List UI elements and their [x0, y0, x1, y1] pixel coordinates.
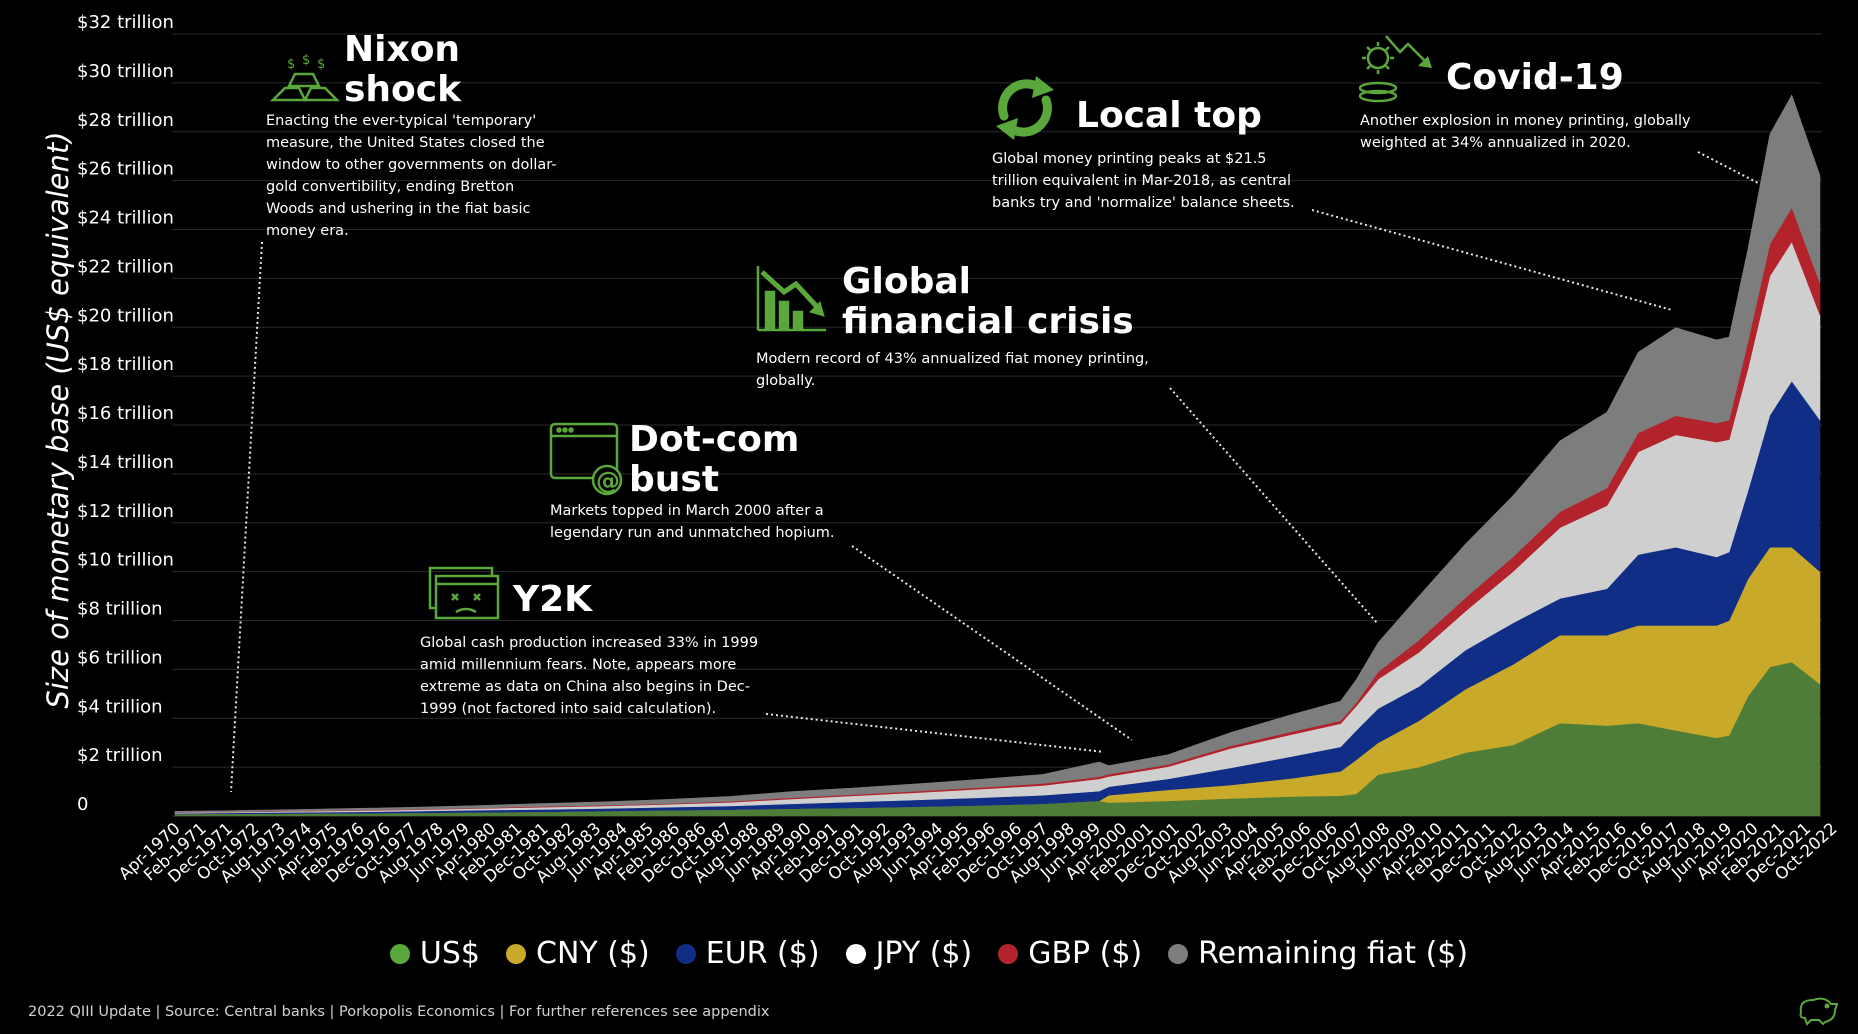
leader-line	[851, 545, 1133, 741]
annotation-dotcom-title: Dot-com bust	[629, 420, 799, 500]
annotation-gfc: Modern record of 43% annualized fiat mon…	[756, 342, 1176, 392]
y-tick-label: $26 trillion	[77, 159, 174, 180]
y-tick-label: $12 trillion	[77, 501, 174, 522]
annotation-gfc-title: Global financial crisis	[842, 262, 1134, 342]
gold-bars-icon: $ $ $	[269, 53, 341, 102]
y-tick-label: $28 trillion	[77, 110, 174, 131]
legend-item: EUR ($)	[675, 936, 820, 971]
svg-text:$: $	[287, 57, 295, 72]
pig-logo-icon	[1799, 997, 1839, 1026]
y-axis-ticks: 0 $2 trillion $4 trillion $6 trillion $8 tri…	[77, 12, 174, 815]
y-tick-label: $14 trillion	[77, 452, 174, 473]
annotation-dotcom: Markets topped in March 2000 after a leg…	[550, 494, 880, 544]
dotcom-title-line2: bust	[629, 459, 720, 500]
legend-label: JPY ($)	[875, 936, 973, 971]
leader-line	[1311, 209, 1673, 311]
annotation-covid: Another explosion in money printing, glo…	[1360, 104, 1720, 154]
footer-source: 2022 QIII Update | Source: Central banks…	[28, 1004, 770, 1020]
svg-text:@: @	[596, 467, 620, 495]
y-tick-label: $22 trillion	[77, 256, 174, 277]
legend-item: JPY ($)	[845, 936, 973, 971]
legend-dot	[1168, 943, 1189, 964]
y-tick-label: $16 trillion	[77, 403, 174, 424]
nixon-title-line2: shock	[344, 69, 462, 110]
y-tick-label: $30 trillion	[77, 61, 174, 82]
y-tick-label: $32 trillion	[77, 12, 174, 33]
svg-text:$: $	[317, 57, 325, 72]
y-tick-label: $20 trillion	[77, 305, 174, 326]
y-tick-label: 0	[77, 794, 88, 815]
legend-dot	[998, 943, 1019, 964]
legend-item: Remaining fiat ($)	[1168, 936, 1468, 971]
annotation-leader-lines	[230, 151, 1761, 793]
y-tick-label: $8 trillion	[77, 599, 163, 620]
legend-label: EUR ($)	[705, 936, 820, 971]
annotation-nixon: Enacting the ever-typical 'temporary' me…	[266, 104, 566, 242]
annotation-localtop: Global money printing peaks at $21.5 tri…	[992, 142, 1312, 214]
covid-title: Covid-19	[1446, 57, 1624, 98]
legend-dot	[675, 943, 696, 964]
leader-line	[1169, 387, 1379, 625]
localtop-text: Global money printing peaks at $21.5 tri…	[992, 151, 1295, 211]
falling-chart-icon	[756, 266, 826, 332]
virus-coins-icon	[1358, 35, 1432, 103]
annotation-y2k-title: Y2K	[513, 580, 592, 620]
legend-label: CNY ($)	[536, 936, 650, 971]
legend-dot	[389, 943, 410, 964]
localtop-title: Local top	[1076, 95, 1262, 136]
legend-item: GBP ($)	[998, 936, 1142, 971]
sad-computer-icon	[428, 566, 500, 620]
legend-dot	[506, 943, 527, 964]
y2k-text: Global cash production increased 33% in …	[420, 635, 759, 717]
annotation-localtop-title: Local top	[1076, 96, 1262, 136]
web-window-at-icon: @	[549, 422, 623, 496]
legend-item: CNY ($)	[506, 936, 650, 971]
covid-text: Another explosion in money printing, glo…	[1360, 113, 1691, 151]
y-tick-label: $24 trillion	[77, 208, 174, 229]
grid-lines	[172, 33, 1822, 817]
nixon-text: Enacting the ever-typical 'temporary' me…	[266, 113, 557, 239]
legend: US$ CNY ($) EUR ($) JPY ($) GBP ($) Remaining…	[0, 936, 1858, 971]
y-tick-label: $4 trillion	[77, 696, 163, 717]
leader-line	[765, 713, 1105, 753]
y-tick-label: $6 trillion	[77, 647, 163, 668]
y-axis-label-wrap: Size of monetary base (US$ equivalent)	[28, 100, 88, 740]
annotation-y2k: Global cash production increased 33% in …	[420, 626, 770, 720]
leader-line	[230, 241, 263, 793]
nixon-title-line1: Nixon	[344, 29, 461, 70]
legend-label: US$	[419, 936, 481, 971]
annotation-nixon-title: Nixon shock	[344, 30, 461, 110]
dotcom-text: Markets topped in March 2000 after a leg…	[550, 503, 835, 541]
x-axis-ticks: Apr-1970Feb-1971Dec-1971Oct-1972Aug-1973…	[115, 819, 1841, 887]
y-tick-label: $2 trillion	[77, 745, 163, 766]
y-tick-label: $10 trillion	[77, 550, 174, 571]
y2k-title: Y2K	[513, 579, 593, 620]
annotation-covid-title: Covid-19	[1446, 58, 1624, 98]
legend-dot	[845, 943, 866, 964]
gfc-title-line1: Global	[842, 261, 972, 302]
legend-label: GBP ($)	[1028, 936, 1143, 971]
gfc-title-line2: financial crisis	[842, 301, 1134, 342]
leader-line	[1697, 151, 1761, 185]
area-remaining-fiat	[174, 94, 1821, 813]
refresh-arrows-icon	[996, 76, 1054, 140]
legend-item: US$	[389, 936, 481, 971]
dotcom-title-line1: Dot-com	[629, 419, 800, 460]
gfc-text: Modern record of 43% annualized fiat mon…	[756, 351, 1149, 389]
y-axis-label: Size of monetary base (US$ equivalent)	[41, 131, 75, 709]
legend-label: Remaining fiat ($)	[1198, 936, 1469, 971]
y-tick-label: $18 trillion	[77, 354, 174, 375]
stacked-areas	[174, 94, 1821, 817]
svg-text:$: $	[302, 53, 310, 68]
